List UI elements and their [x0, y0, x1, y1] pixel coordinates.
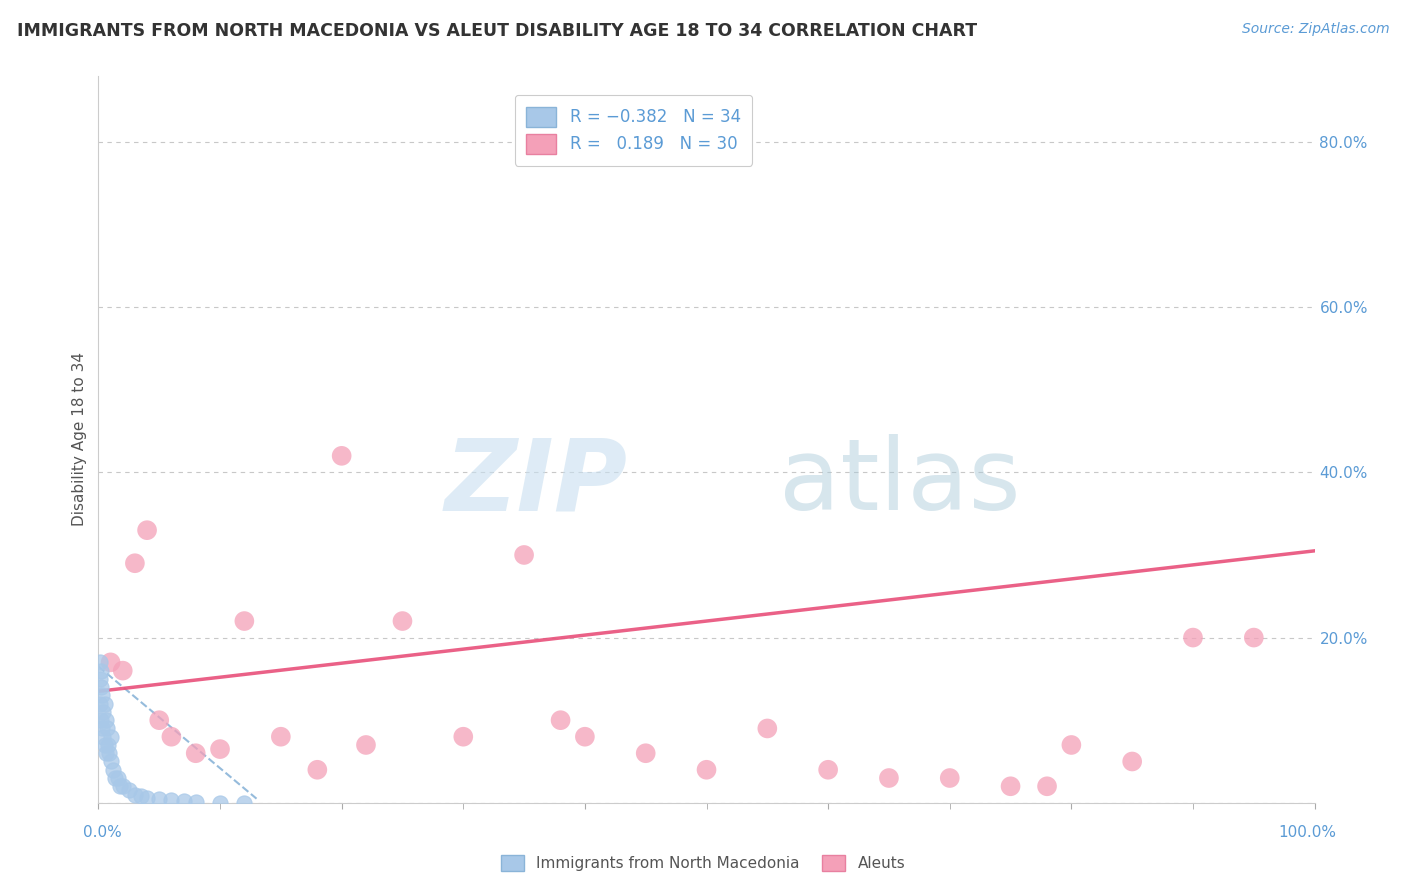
Text: IMMIGRANTS FROM NORTH MACEDONIA VS ALEUT DISABILITY AGE 18 TO 34 CORRELATION CHA: IMMIGRANTS FROM NORTH MACEDONIA VS ALEUT…	[17, 22, 977, 40]
Point	[107, 771, 129, 785]
Point	[1036, 779, 1059, 793]
Point	[90, 680, 112, 694]
Legend: R = −0.382   N = 34, R =   0.189   N = 30: R = −0.382 N = 34, R = 0.189 N = 30	[515, 95, 752, 166]
Point	[129, 789, 152, 804]
Point	[96, 722, 118, 736]
Point	[100, 730, 122, 744]
Point	[939, 771, 962, 785]
Point	[98, 746, 121, 760]
Point	[233, 614, 256, 628]
Point	[391, 614, 413, 628]
Point	[93, 697, 115, 711]
Point	[1121, 755, 1143, 769]
Point	[111, 779, 134, 793]
Text: 100.0%: 100.0%	[1278, 825, 1337, 839]
Point	[94, 746, 117, 760]
Point	[354, 738, 377, 752]
Point	[100, 755, 122, 769]
Point	[101, 763, 124, 777]
Y-axis label: Disability Age 18 to 34: Disability Age 18 to 34	[72, 352, 87, 526]
Point	[1182, 631, 1205, 645]
Text: ZIP: ZIP	[444, 434, 627, 532]
Point	[513, 548, 536, 562]
Point	[91, 730, 114, 744]
Point	[91, 705, 114, 719]
Point	[104, 771, 127, 785]
Point	[91, 722, 114, 736]
Point	[307, 763, 329, 777]
Point	[124, 556, 146, 570]
Point	[97, 738, 120, 752]
Point	[94, 713, 117, 727]
Point	[93, 738, 115, 752]
Point	[1243, 631, 1265, 645]
Point	[90, 664, 112, 678]
Point	[634, 746, 657, 760]
Point	[148, 713, 170, 727]
Point	[817, 763, 839, 777]
Point	[1000, 779, 1022, 793]
Point	[110, 779, 132, 793]
Point	[89, 656, 111, 670]
Point	[136, 523, 159, 537]
Point	[111, 664, 134, 678]
Text: 0.0%: 0.0%	[83, 825, 122, 839]
Point	[148, 792, 170, 806]
Point	[160, 730, 183, 744]
Point	[89, 697, 111, 711]
Point	[184, 795, 207, 809]
Point	[574, 730, 596, 744]
Point	[91, 689, 114, 703]
Text: atlas: atlas	[779, 434, 1021, 532]
Legend: Immigrants from North Macedonia, Aleuts: Immigrants from North Macedonia, Aleuts	[495, 849, 911, 877]
Point	[124, 788, 146, 802]
Point	[89, 672, 111, 686]
Point	[173, 794, 195, 808]
Point	[209, 742, 232, 756]
Point	[1060, 738, 1083, 752]
Point	[756, 722, 779, 736]
Point	[233, 796, 256, 810]
Point	[550, 713, 572, 727]
Point	[100, 656, 122, 670]
Point	[877, 771, 900, 785]
Point	[209, 796, 232, 810]
Point	[136, 790, 159, 805]
Text: Source: ZipAtlas.com: Source: ZipAtlas.com	[1241, 22, 1389, 37]
Point	[330, 449, 353, 463]
Point	[270, 730, 292, 744]
Point	[696, 763, 718, 777]
Point	[90, 713, 112, 727]
Point	[453, 730, 475, 744]
Point	[118, 783, 141, 797]
Point	[184, 746, 207, 760]
Point	[160, 793, 183, 807]
